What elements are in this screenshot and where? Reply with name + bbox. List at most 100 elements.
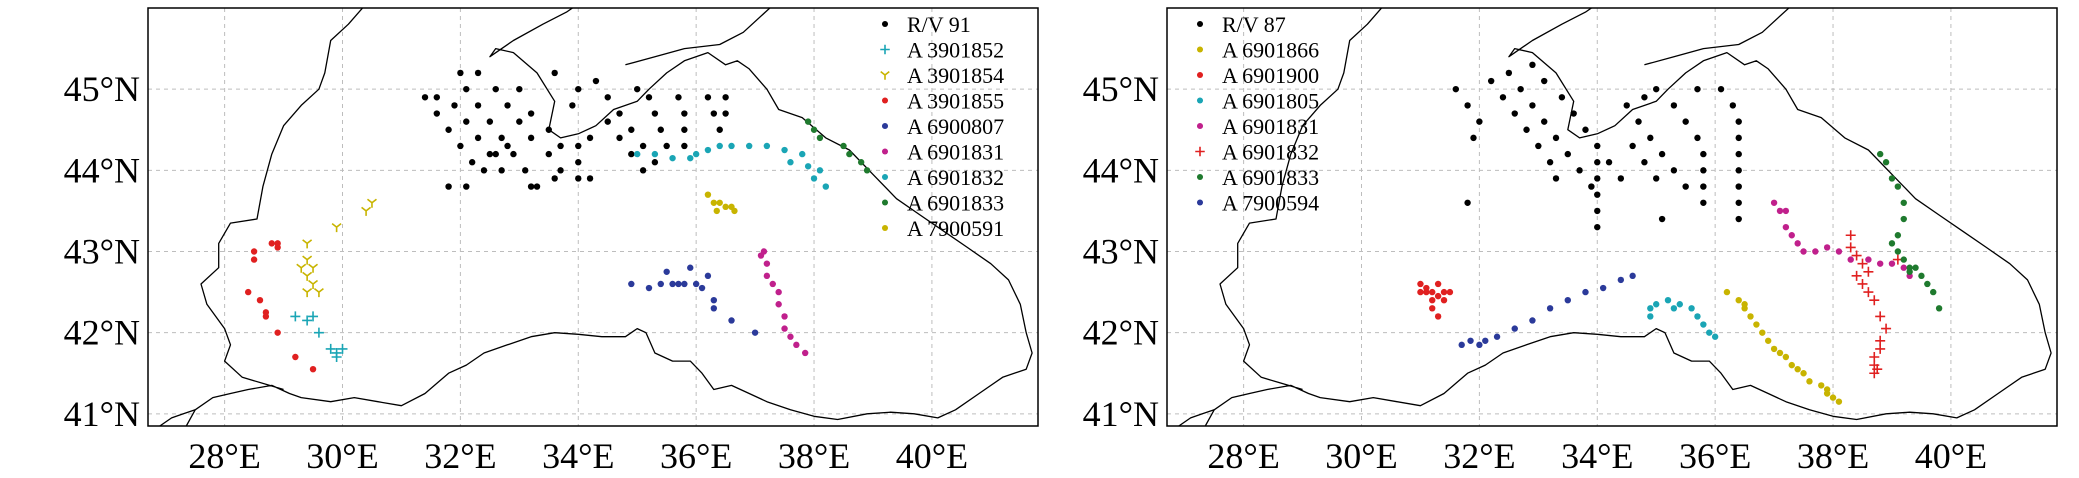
x-tick-label: 38°E <box>1797 436 1869 476</box>
data-point <box>1529 102 1536 109</box>
data-point <box>728 317 735 324</box>
data-point <box>810 175 818 182</box>
x-tick-label: 28°E <box>188 436 260 476</box>
data-point <box>634 150 641 158</box>
data-point <box>840 142 847 150</box>
data-point <box>651 159 659 166</box>
legend-label: A 6901833 <box>907 191 1004 216</box>
data-point <box>728 142 735 150</box>
legend-entry: A 3901854 <box>880 63 1004 88</box>
data-point <box>575 85 582 93</box>
data-point <box>1653 175 1660 182</box>
legend-marker <box>1196 122 1204 130</box>
data-point <box>268 240 275 247</box>
legend-marker <box>1196 71 1204 79</box>
data-point <box>1741 301 1748 308</box>
data-point <box>1770 345 1778 353</box>
data-point <box>575 159 582 166</box>
data-point <box>302 315 313 326</box>
legend-entry: A 6901900 <box>1196 63 1319 88</box>
data-point <box>337 343 348 354</box>
data-point <box>1865 256 1872 263</box>
data-point <box>716 126 723 133</box>
tick-labels: 28°E 30°E 32°E 34°E 36°E 38°E 40°E 41°N 42°N 43°N… <box>1083 69 1988 476</box>
data-point <box>634 85 641 93</box>
legend-label: A 6901831 <box>1222 114 1319 139</box>
legend-label: A 7900591 <box>907 216 1004 241</box>
legend-marker <box>1196 173 1204 181</box>
x-tick-label: 36°E <box>1679 436 1751 476</box>
x-tick-label: 30°E <box>1325 436 1397 476</box>
data-point <box>250 248 258 255</box>
data-point <box>675 94 682 101</box>
data-point <box>704 272 712 280</box>
data-point <box>1900 199 1907 206</box>
data-point <box>628 150 635 158</box>
data-point <box>1629 142 1636 150</box>
coastline-azov <box>625 8 771 66</box>
data-point <box>1440 288 1448 296</box>
y-tick-label: 42°N <box>1083 313 1159 353</box>
legend-label: A 6901832 <box>1222 140 1319 165</box>
data-point <box>1835 248 1843 255</box>
data-point <box>1464 199 1471 206</box>
data-point <box>710 199 718 206</box>
data-point <box>1935 305 1943 312</box>
data-point <box>704 146 712 154</box>
legend-label: A 7900594 <box>1222 191 1319 216</box>
data-point <box>1594 142 1601 150</box>
series-a-6901832 <box>1845 230 1903 379</box>
data-point <box>463 118 470 125</box>
data-point <box>681 142 688 150</box>
data-point <box>1458 341 1465 349</box>
coastline-marmara <box>159 409 196 426</box>
map-panel-right: 28°E 30°E 32°E 34°E 36°E 38°E 40°E 41°N 42°N 43°N… <box>1083 7 2058 476</box>
data-point <box>1900 264 1907 271</box>
data-point <box>704 191 712 198</box>
data-point <box>1747 313 1754 320</box>
data-point <box>846 150 853 158</box>
map-frame <box>1166 7 2058 427</box>
grid-lines <box>1167 8 2057 426</box>
data-point <box>1594 191 1601 198</box>
data-point <box>1930 288 1937 296</box>
legend-marker <box>881 224 889 232</box>
legend-entry: A 6901833 <box>881 191 1004 216</box>
legend-marker <box>881 148 889 155</box>
data-point <box>250 256 258 263</box>
data-point <box>433 94 441 101</box>
y-tick-label: 43°N <box>64 231 140 271</box>
data-point <box>1594 223 1601 231</box>
data-point <box>663 268 670 275</box>
data-point <box>1582 288 1589 296</box>
data-point <box>533 183 541 190</box>
data-point <box>669 280 676 288</box>
data-point <box>1499 94 1507 101</box>
data-point <box>1735 118 1742 125</box>
legend-entry: A 6901805 <box>1196 89 1319 114</box>
series-a-6901833 <box>804 118 871 174</box>
series-a-7900591 <box>704 191 738 215</box>
data-point <box>1588 183 1595 190</box>
legend-entry: R/V 87 <box>1196 12 1286 37</box>
data-point <box>804 163 812 170</box>
data-point <box>1906 268 1913 275</box>
data-point <box>1717 85 1725 93</box>
data-point <box>1735 296 1742 304</box>
y-tick-label: 41°N <box>64 394 140 434</box>
series-a-7900594 <box>1458 272 1636 349</box>
data-point <box>722 110 729 117</box>
y-tick-label: 45°N <box>1083 69 1159 109</box>
data-point <box>1529 317 1536 324</box>
data-point <box>480 167 488 174</box>
data-point <box>274 329 281 336</box>
data-points <box>244 69 871 373</box>
data-point <box>1735 199 1742 206</box>
data-point <box>1576 167 1583 174</box>
data-point <box>1467 337 1474 344</box>
data-point <box>313 327 324 338</box>
legend-entry: A 6901831 <box>881 140 1004 165</box>
legend-label: R/V 91 <box>907 12 971 37</box>
data-point <box>1735 215 1742 223</box>
data-point <box>639 167 647 174</box>
